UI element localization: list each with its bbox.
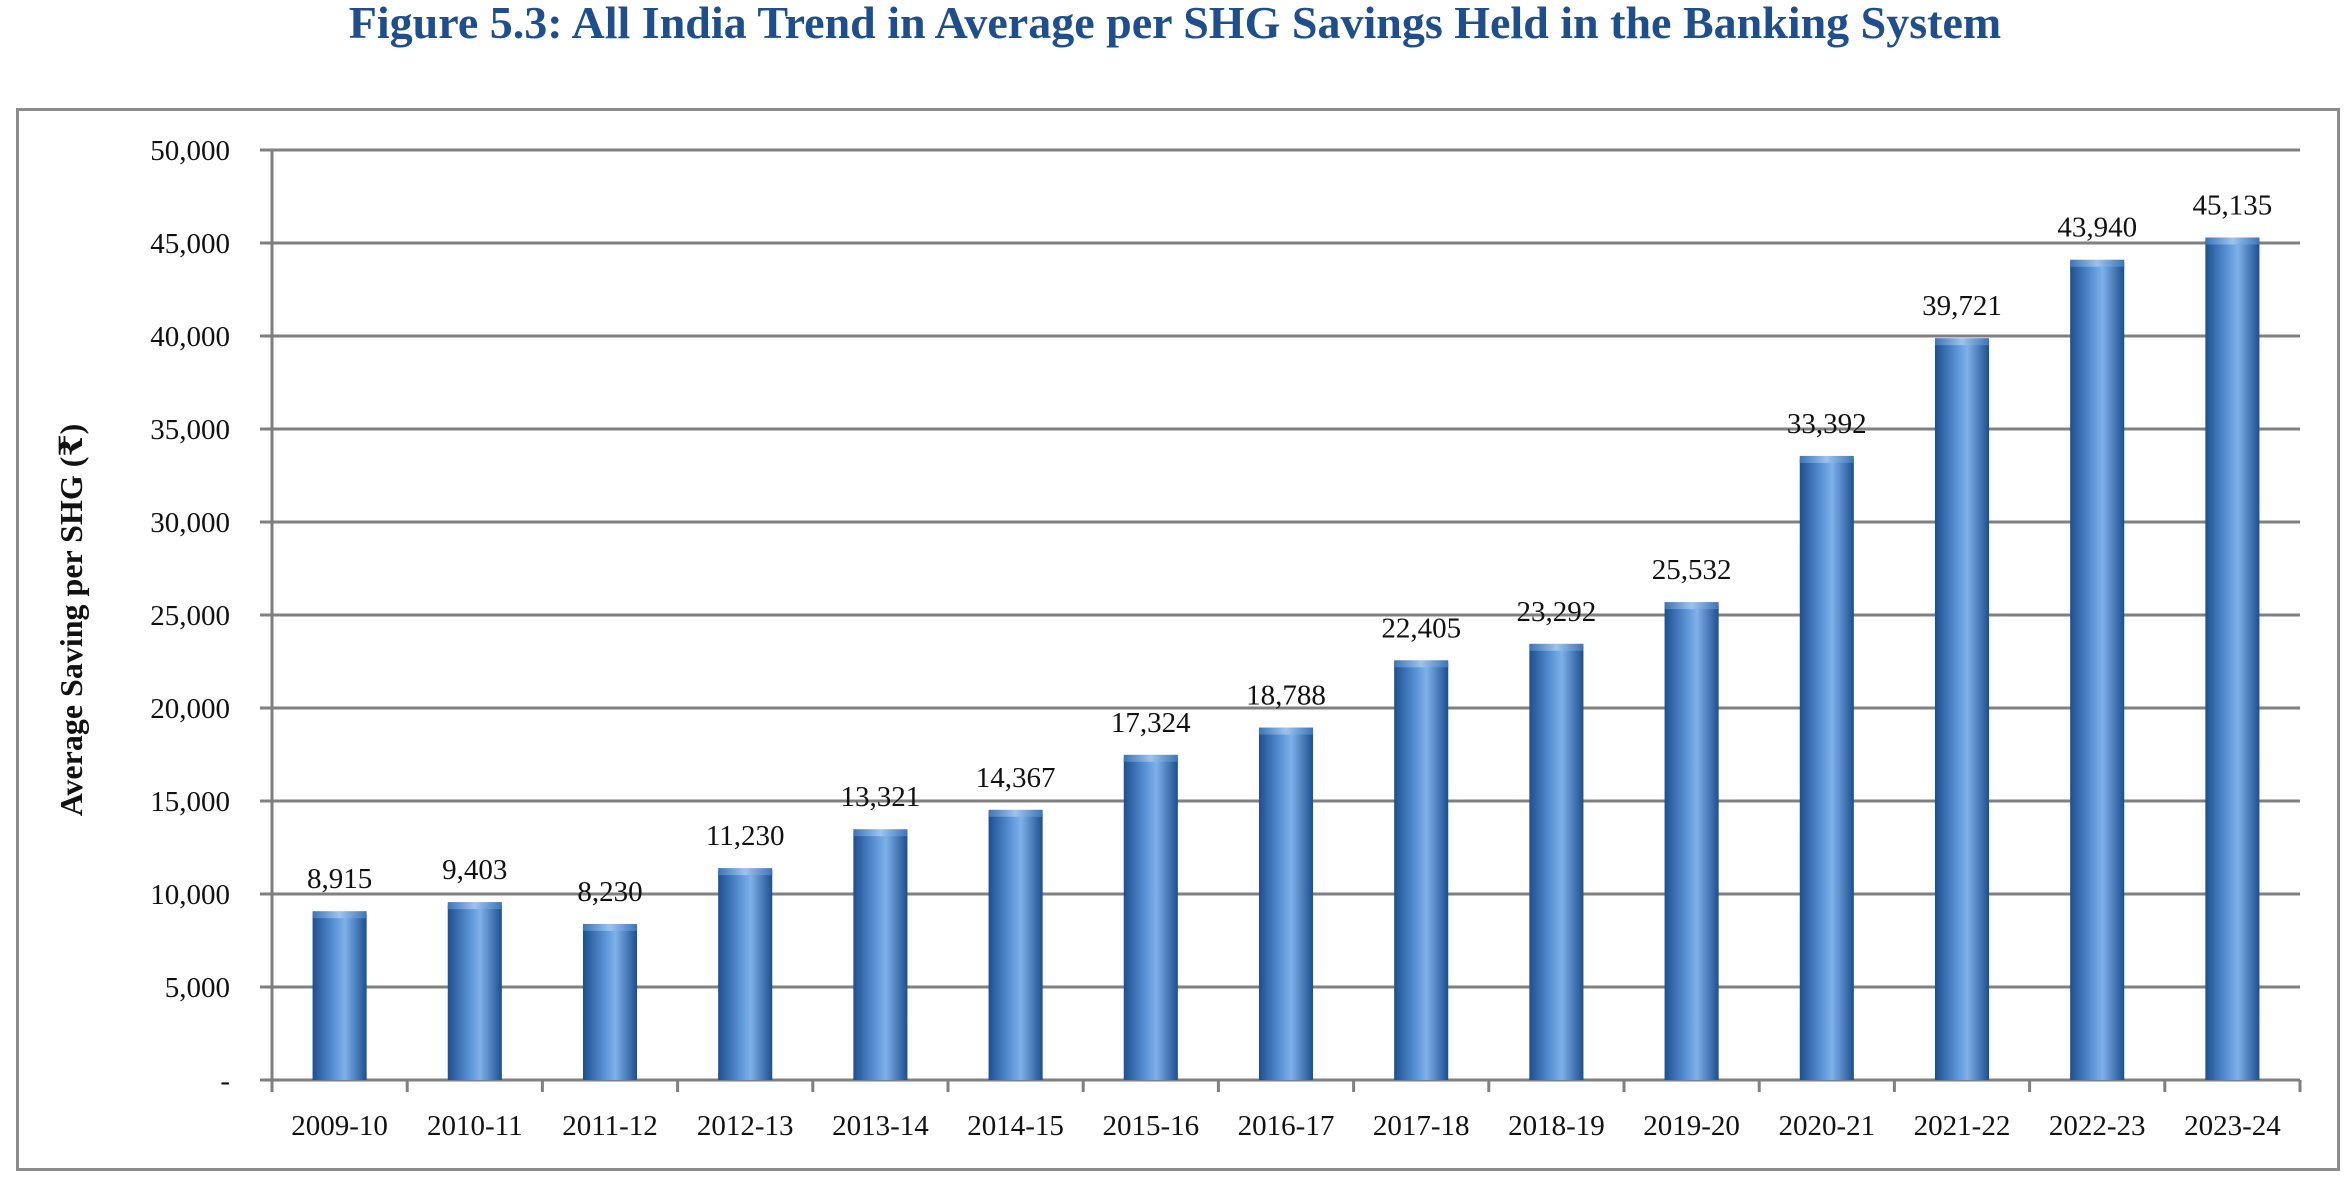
data-label: 13,321 (841, 781, 921, 813)
y-tick-label: - (220, 1065, 230, 1097)
bar (1934, 341, 1990, 1080)
x-tick-label: 2014-15 (967, 1110, 1064, 1142)
x-tick-label: 2023-24 (2184, 1110, 2281, 1142)
bar-cap (1664, 602, 1719, 610)
x-tick-label: 2018-19 (1508, 1110, 1605, 1142)
bar-cap (1799, 455, 1854, 463)
y-tick-label: 30,000 (150, 507, 230, 539)
y-tick-label: 25,000 (150, 600, 230, 632)
x-tick-label: 2015-16 (1102, 1110, 1199, 1142)
bar (718, 871, 773, 1080)
bar (853, 832, 908, 1080)
y-tick-label: 35,000 (150, 414, 230, 446)
data-label: 43,940 (2057, 212, 2137, 244)
data-label: 9,403 (442, 854, 507, 886)
bar-cap (2070, 259, 2125, 267)
bar-cap (1529, 643, 1584, 651)
bars (312, 237, 2260, 1080)
data-label: 45,135 (2193, 189, 2273, 221)
bar (582, 926, 638, 1080)
bar-cap (718, 868, 773, 876)
labels: - 5,000 10,000 15,000 20,000 25,000 30,000 35,0… (150, 135, 2281, 1142)
bar (988, 812, 1043, 1080)
bar (312, 914, 367, 1080)
data-label: 25,532 (1652, 554, 1732, 586)
data-label: 17,324 (1111, 707, 1191, 739)
bar-cap (582, 923, 638, 931)
bar (447, 905, 502, 1080)
bar (2070, 262, 2125, 1080)
bar-cap (853, 829, 908, 837)
data-label: 18,788 (1246, 680, 1326, 712)
x-tick-label: 2021-22 (1914, 1110, 2011, 1142)
bar-cap (988, 809, 1043, 817)
figure-title: Figure 5.3: All India Trend in Average p… (348, 0, 2002, 48)
y-tick-label: 40,000 (150, 321, 230, 353)
y-tick-label: 45,000 (150, 228, 230, 260)
data-label: 14,367 (976, 762, 1056, 794)
data-label: 8,230 (577, 876, 642, 908)
bar (1664, 605, 1719, 1080)
y-tick-label: 15,000 (150, 786, 230, 818)
x-tick-label: 2019-20 (1643, 1110, 1740, 1142)
bar (1529, 646, 1584, 1080)
bar-cap (447, 902, 502, 910)
data-label: 11,230 (706, 820, 785, 852)
x-tick-label: 2011-12 (562, 1110, 658, 1142)
data-label: 8,915 (307, 863, 372, 895)
bar (1123, 757, 1178, 1080)
x-tick-label: 2020-21 (1778, 1110, 1875, 1142)
x-tick-label: 2022-23 (2049, 1110, 2146, 1142)
y-tick-label: 50,000 (150, 135, 230, 167)
data-label: 33,392 (1787, 408, 1867, 440)
bar (1799, 458, 1854, 1080)
y-axis-title: Average Saving per SHG (₹) (53, 424, 89, 817)
x-tick-label: 2017-18 (1373, 1110, 1470, 1142)
y-tick-label: 5,000 (165, 972, 230, 1004)
bar (2205, 240, 2260, 1080)
bar (1394, 663, 1449, 1080)
data-label: 23,292 (1517, 596, 1597, 628)
y-tick-label: 20,000 (150, 693, 230, 725)
chart-frame (16, 108, 2340, 1171)
x-tick-label: 2016-17 (1238, 1110, 1335, 1142)
data-label: 22,405 (1381, 612, 1461, 644)
bar-cap (1934, 338, 1990, 346)
data-label: 39,721 (1922, 290, 2002, 322)
bar (1258, 730, 1314, 1080)
x-tick-label: 2012-13 (697, 1110, 794, 1142)
bar-cap (1394, 660, 1449, 668)
bar-cap (2205, 237, 2260, 245)
bar-cap (1258, 727, 1314, 735)
bar-cap (1123, 754, 1178, 762)
y-tick-label: 10,000 (150, 879, 230, 911)
x-tick-label: 2013-14 (832, 1110, 929, 1142)
x-tick-label: 2010-11 (427, 1110, 523, 1142)
x-tick-label: 2009-10 (291, 1110, 388, 1142)
bar-cap (312, 911, 367, 919)
